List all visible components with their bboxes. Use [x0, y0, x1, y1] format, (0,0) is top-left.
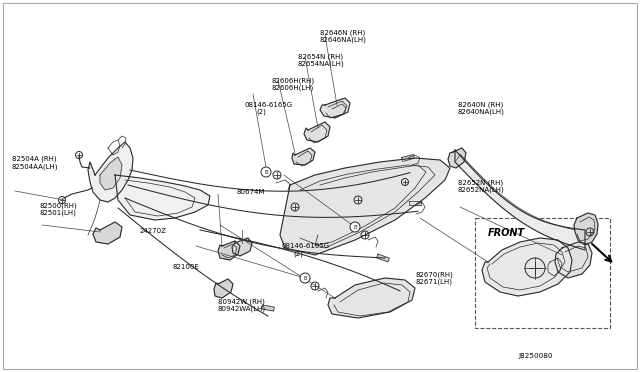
Polygon shape	[548, 258, 562, 276]
Text: J8250080: J8250080	[518, 353, 553, 359]
Polygon shape	[218, 241, 240, 260]
Polygon shape	[280, 158, 450, 255]
Text: 80942WA(LH): 80942WA(LH)	[218, 306, 266, 312]
Text: 82652NA(LH): 82652NA(LH)	[458, 187, 504, 193]
Text: 82670(RH): 82670(RH)	[416, 271, 454, 278]
Text: 82652N (RH): 82652N (RH)	[458, 180, 503, 186]
Text: 82646NA(LH): 82646NA(LH)	[320, 36, 367, 43]
Polygon shape	[320, 98, 350, 118]
Text: 08146-6165G: 08146-6165G	[282, 243, 330, 249]
Polygon shape	[100, 157, 122, 190]
Polygon shape	[304, 122, 330, 142]
Text: 82640NA(LH): 82640NA(LH)	[458, 109, 504, 115]
Polygon shape	[262, 305, 275, 311]
Polygon shape	[93, 222, 122, 244]
Text: 82671(LH): 82671(LH)	[416, 278, 453, 285]
Text: 82606H(LH): 82606H(LH)	[272, 85, 314, 92]
Bar	[475, 218, 610, 328]
Text: (2): (2)	[293, 250, 303, 257]
Polygon shape	[455, 150, 585, 250]
Text: 82504A (RH): 82504A (RH)	[12, 156, 56, 163]
Text: B: B	[353, 224, 357, 230]
Polygon shape	[555, 242, 592, 278]
Polygon shape	[328, 278, 415, 318]
Circle shape	[300, 273, 310, 283]
Text: 82606H(RH): 82606H(RH)	[272, 78, 315, 84]
Text: 24270Z: 24270Z	[140, 228, 166, 234]
Polygon shape	[482, 238, 572, 296]
Text: 82640N (RH): 82640N (RH)	[458, 102, 503, 108]
Text: FRONT: FRONT	[488, 228, 525, 237]
Text: 80942W (RH): 80942W (RH)	[218, 299, 264, 305]
Text: 82646N (RH): 82646N (RH)	[320, 29, 365, 36]
Text: 82654NA(LH): 82654NA(LH)	[298, 60, 344, 67]
Polygon shape	[409, 201, 421, 205]
Polygon shape	[214, 279, 233, 298]
Text: (2): (2)	[256, 109, 266, 115]
Polygon shape	[88, 142, 133, 202]
Circle shape	[261, 167, 271, 177]
Polygon shape	[402, 154, 414, 161]
Text: 82654N (RH): 82654N (RH)	[298, 53, 343, 60]
Text: 82100E: 82100E	[173, 264, 200, 270]
Text: 82501(LH): 82501(LH)	[40, 209, 77, 216]
Text: 80674M: 80674M	[237, 189, 265, 195]
Polygon shape	[232, 238, 252, 256]
Text: B: B	[264, 170, 268, 174]
Text: 08146-6165G: 08146-6165G	[244, 102, 292, 108]
Polygon shape	[115, 175, 210, 220]
Polygon shape	[377, 254, 389, 262]
Text: 82504AA(LH): 82504AA(LH)	[12, 163, 58, 170]
Polygon shape	[448, 148, 466, 168]
Polygon shape	[574, 213, 598, 245]
Text: 82500(RH): 82500(RH)	[40, 202, 77, 209]
Circle shape	[350, 222, 360, 232]
Polygon shape	[292, 148, 315, 165]
Text: B: B	[303, 276, 307, 280]
